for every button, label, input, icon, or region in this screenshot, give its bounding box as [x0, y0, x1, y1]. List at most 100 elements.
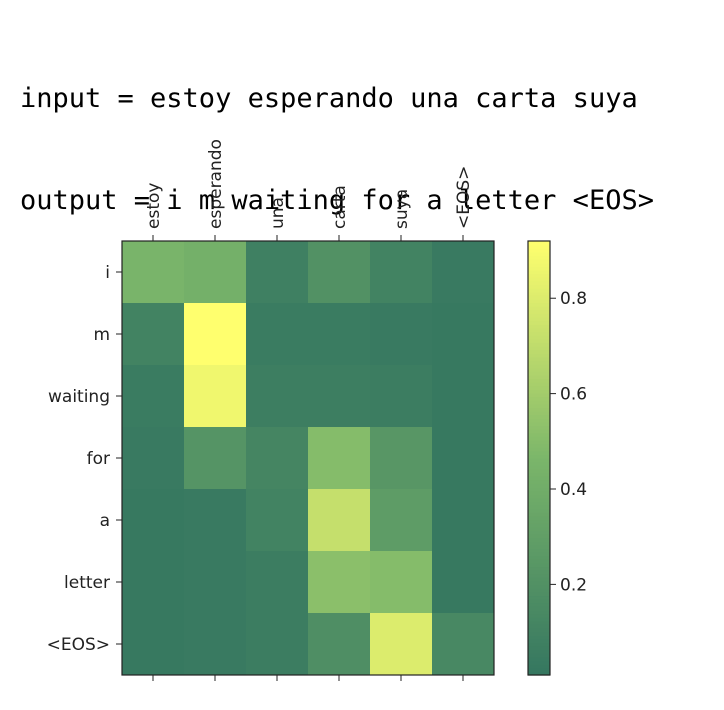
- heatmap-cell: [122, 241, 185, 304]
- heatmap-cell: [184, 427, 247, 490]
- colorbar-segment: [528, 335, 550, 340]
- heatmap-cell: [432, 303, 495, 366]
- colorbar-segment: [528, 599, 550, 604]
- heatmap-cells: [122, 241, 495, 676]
- colorbar-segment: [528, 244, 550, 249]
- colorbar-segment: [528, 356, 550, 361]
- colorbar-segment: [528, 580, 550, 586]
- colorbar-segment: [528, 465, 550, 470]
- heatmap-cell: [246, 427, 309, 490]
- heatmap-cell: [370, 303, 433, 366]
- y-tick-label: for: [87, 449, 110, 469]
- colorbar-segment: [528, 421, 550, 427]
- y-tick-label: a: [100, 511, 110, 531]
- colorbar-frame: [527, 240, 551, 676]
- heatmap-cell: [184, 241, 247, 304]
- colorbar-segment: [528, 515, 550, 521]
- y-tick-label: letter: [64, 573, 110, 593]
- heatmap-cell: [122, 551, 185, 614]
- colorbar-segment: [528, 313, 550, 318]
- colorbar-segment: [528, 671, 550, 676]
- colorbar-segment: [528, 497, 550, 502]
- heatmap-cell: [308, 489, 371, 552]
- heatmap-cell: [184, 613, 247, 676]
- y-tick-label: <EOS>: [47, 635, 110, 655]
- colorbar-segment: [528, 306, 550, 311]
- colorbar-segment: [528, 476, 550, 481]
- colorbar-segment: [528, 552, 550, 557]
- colorbar-segment: [528, 620, 550, 625]
- colorbar-segment: [528, 342, 550, 347]
- colorbar-segment: [528, 277, 550, 282]
- heatmap-cell: [184, 489, 247, 552]
- heatmap-cell: [184, 551, 247, 614]
- heatmap-cell: [370, 427, 433, 490]
- colorbar-segment: [528, 447, 550, 452]
- colorbar-segment: [528, 450, 550, 455]
- colorbar-segment: [528, 537, 550, 542]
- colorbar-segment: [528, 468, 550, 474]
- colorbar-segment: [528, 667, 550, 672]
- colorbar-segment: [528, 508, 550, 513]
- colorbar-segment: [528, 635, 550, 640]
- x-tick-label: carta: [330, 185, 350, 229]
- colorbar-segment: [528, 327, 550, 333]
- colorbar-segment: [528, 541, 550, 546]
- colorbar-segment: [528, 501, 550, 506]
- heatmap-cell: [432, 241, 495, 304]
- colorbar-tick-label: 0.2: [560, 575, 587, 595]
- colorbar-segment: [528, 298, 550, 304]
- colorbar-segment: [528, 649, 550, 654]
- colorbar-segment: [528, 269, 550, 275]
- colorbar-segment: [528, 602, 550, 607]
- heatmap-cell: [184, 303, 247, 366]
- colorbar-segment: [528, 251, 550, 257]
- x-axis: estoy esperando una carta suya <EOS>: [144, 139, 474, 681]
- heatmap-cell: [184, 365, 247, 428]
- colorbar-segment: [528, 562, 550, 568]
- colorbar-segment: [528, 309, 550, 314]
- heatmap-cell: [122, 303, 185, 366]
- heatmap-cell: [432, 551, 495, 614]
- colorbar-segment: [528, 638, 550, 644]
- colorbar-segment: [528, 664, 550, 669]
- colorbar-segment: [528, 631, 550, 636]
- colorbar-segment: [528, 378, 550, 383]
- heatmap-cell: [308, 613, 371, 676]
- colorbar-segment: [528, 367, 550, 372]
- y-tick-label: waiting: [48, 387, 110, 407]
- heatmap-cell: [246, 489, 309, 552]
- colorbar-segment: [528, 591, 550, 597]
- colorbar-segment: [528, 396, 550, 401]
- colorbar-segment: [528, 533, 550, 539]
- heatmap-cell: [370, 241, 433, 304]
- colorbar-segment: [528, 526, 550, 531]
- colorbar-segment: [528, 544, 550, 550]
- colorbar-segment: [528, 505, 550, 510]
- colorbar-segment: [528, 627, 550, 633]
- colorbar-tick-label: 0.4: [560, 480, 587, 500]
- output-line: output = i m waiting for a letter <EOS>: [20, 185, 654, 216]
- heatmap-cell: [122, 365, 185, 428]
- heatmap-cell: [122, 489, 185, 552]
- colorbar-segment: [528, 486, 550, 492]
- heatmap-cell: [246, 303, 309, 366]
- colorbar-segment: [528, 338, 550, 343]
- colorbar-segment: [528, 642, 550, 647]
- colorbar-segment: [528, 530, 550, 535]
- colorbar-segment: [528, 617, 550, 622]
- colorbar-tick-label: 0.6: [560, 385, 587, 405]
- y-tick-label: i: [105, 263, 110, 283]
- colorbar-segment: [528, 407, 550, 412]
- heatmap-cell: [432, 489, 495, 552]
- colorbar-segment: [528, 353, 550, 358]
- x-tick-label: estoy: [144, 183, 164, 229]
- colorbar-segment: [528, 573, 550, 578]
- colorbar-segment: [528, 320, 550, 325]
- colorbar-segment: [528, 262, 550, 267]
- y-axis: i m waiting for a letter <EOS>: [47, 263, 122, 655]
- colorbar-segment: [528, 584, 550, 589]
- colorbar-segment: [528, 458, 550, 463]
- x-tick-label: esperando: [206, 139, 226, 229]
